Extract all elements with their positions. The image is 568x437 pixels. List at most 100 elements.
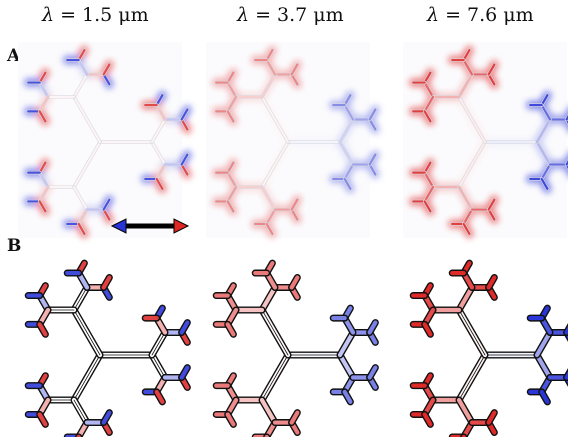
branch-field <box>423 185 435 203</box>
branch-field <box>457 185 474 211</box>
branch-segment <box>422 322 433 337</box>
branch-field <box>38 95 50 113</box>
branch-field <box>180 108 189 121</box>
panel-a2 <box>206 42 380 239</box>
branch-field <box>72 73 89 99</box>
branch-core <box>261 354 289 401</box>
branch-segment <box>101 410 112 425</box>
branch-field <box>423 110 432 123</box>
branch-field <box>38 171 50 189</box>
branch-field <box>338 118 355 144</box>
branch-field <box>180 153 189 166</box>
branch-field <box>77 58 89 76</box>
branch-segment <box>422 412 433 427</box>
branch-field <box>38 81 50 99</box>
panel-a3 <box>403 42 568 239</box>
branch-segment <box>534 352 553 380</box>
branch-field <box>72 185 89 211</box>
branch-field <box>102 198 111 211</box>
branch-field <box>226 161 235 174</box>
branch-field <box>226 81 238 99</box>
branch-field <box>77 208 89 226</box>
branch-field <box>540 103 552 121</box>
branch-field <box>290 208 299 221</box>
branch-field <box>487 73 496 86</box>
branch-field <box>290 73 299 86</box>
branch-field <box>540 177 549 190</box>
branch-field <box>265 58 277 76</box>
branch-field <box>290 198 299 211</box>
branch-core <box>261 309 289 356</box>
branch-segment <box>259 397 278 425</box>
branch-field <box>38 71 47 84</box>
branch-field <box>343 177 352 190</box>
branch-segment <box>154 389 165 404</box>
branch-segment <box>342 389 353 404</box>
branch-segment <box>289 275 300 290</box>
branch-field <box>368 163 377 176</box>
branch-field <box>462 222 471 235</box>
branch-field <box>155 163 167 181</box>
branch-field <box>260 95 290 144</box>
branch-field <box>180 118 189 131</box>
branch-field <box>423 161 432 174</box>
branch-field <box>343 163 355 181</box>
branch-segment <box>337 330 356 358</box>
branch-field <box>487 63 496 76</box>
branch-field <box>423 81 435 99</box>
branch-field <box>102 63 111 76</box>
branch-segment <box>486 275 497 290</box>
branch-segment <box>225 412 236 427</box>
branch-field <box>226 200 235 213</box>
branch-field <box>180 163 189 176</box>
panel-b1 <box>24 259 191 437</box>
branch-field <box>72 95 102 144</box>
polarization-arrow <box>110 218 190 234</box>
branch-field <box>535 140 552 166</box>
branch-field <box>462 58 474 76</box>
branch-segment <box>37 322 48 337</box>
branch-core <box>73 309 101 356</box>
row-label-a: A <box>7 46 21 66</box>
branch-segment <box>289 410 300 425</box>
branch-field <box>368 153 377 166</box>
branch-segment <box>456 285 475 313</box>
branch-segment <box>337 352 356 380</box>
branch-segment <box>179 365 190 380</box>
branch-field <box>226 110 235 123</box>
branch-field <box>226 71 235 84</box>
branch-field <box>226 95 238 113</box>
branch-field <box>457 73 474 99</box>
branch-field <box>102 73 111 86</box>
branch-segment <box>225 322 236 337</box>
branch-segment <box>534 330 553 358</box>
branch-field <box>457 95 487 144</box>
branch-field <box>150 118 167 144</box>
branch-field <box>457 140 487 189</box>
wavelength-label-2: λ = 3.7 μm <box>237 4 344 26</box>
branch-field <box>343 103 355 121</box>
branch-segment <box>486 410 497 425</box>
branch-field <box>260 140 290 189</box>
branch-core <box>151 354 166 378</box>
branch-field <box>535 118 552 144</box>
branch-field <box>338 140 355 166</box>
branch-field <box>265 49 274 62</box>
branch-field <box>260 73 277 99</box>
branch-field <box>368 118 377 131</box>
branch-field <box>77 222 86 235</box>
branch-field <box>487 208 496 221</box>
branch-field <box>265 208 277 226</box>
branch-segment <box>456 397 475 425</box>
branch-segment <box>37 412 48 427</box>
branch-field <box>77 49 86 62</box>
branch-segment <box>259 285 278 313</box>
branch-field <box>226 171 238 189</box>
branch-field <box>226 185 238 203</box>
branch-field <box>155 103 167 121</box>
branch-core <box>73 354 101 401</box>
branch-field <box>260 185 277 211</box>
branch-field <box>487 198 496 211</box>
branch-segment <box>539 389 550 404</box>
branch-core <box>458 309 486 356</box>
